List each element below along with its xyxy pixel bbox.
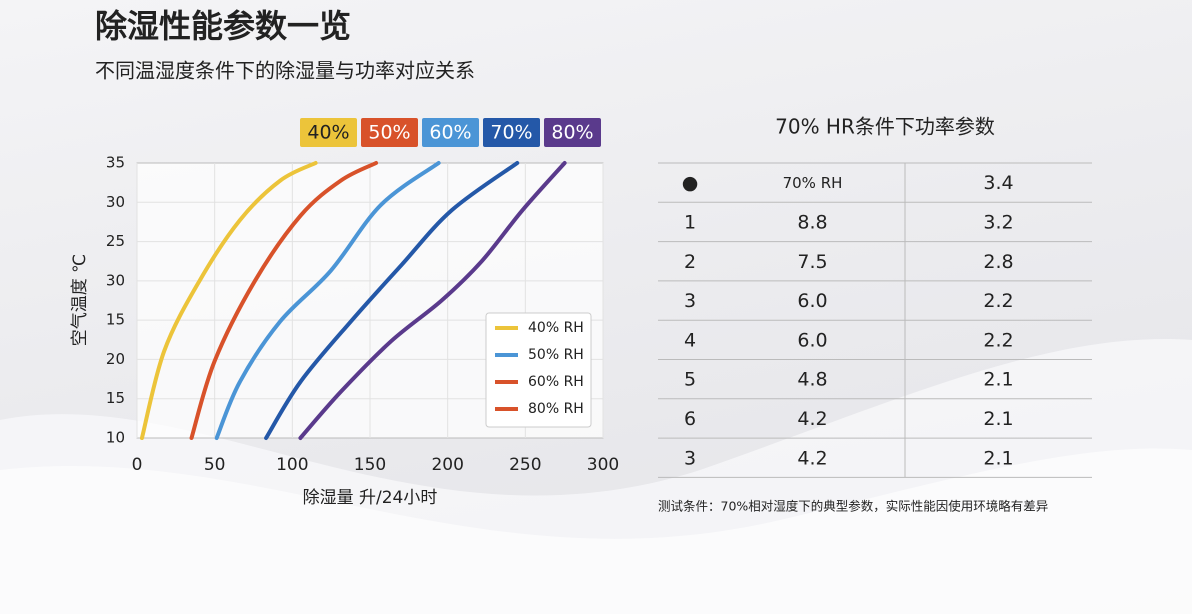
table-cell: 6.0: [797, 329, 827, 351]
table-cell: 2.2: [983, 290, 1013, 312]
legend-label: 50%: [368, 122, 410, 144]
x-tick-label: 200: [431, 455, 463, 475]
legend-badge: [483, 118, 540, 147]
table-cell: 2.1: [983, 369, 1013, 391]
table-cell: 4: [684, 329, 696, 351]
table-title: 70% HR条件下功率参数: [775, 115, 995, 139]
series-line: [214, 161, 441, 440]
x-tick-label: 0: [132, 455, 143, 475]
y-tick-label: 25: [106, 232, 125, 250]
series-line: [264, 161, 520, 440]
y-tick-label: 35: [106, 154, 125, 172]
table-cell: 5: [684, 369, 696, 391]
x-tick-label: 300: [587, 455, 619, 475]
y-axis-label: 空气温度 ℃: [70, 254, 90, 347]
table-cell: 2.1: [983, 447, 1013, 469]
subtitle: 不同温湿度条件下的除湿量与功率对应关系: [95, 59, 475, 83]
series-line: [189, 161, 379, 440]
table-cell: 2.1: [983, 408, 1013, 430]
y-tick-label: 15: [106, 311, 125, 329]
legend-label: 80%: [551, 122, 593, 144]
table-cell: 4.2: [797, 447, 827, 469]
legend-label: 50% RH: [528, 347, 584, 363]
table-cell: 2: [684, 251, 696, 273]
legend-label: 40% RH: [528, 320, 584, 336]
title: 除湿性能参数一览: [95, 7, 351, 45]
legend-label: 70%: [490, 122, 532, 144]
legend-label: 60%: [429, 122, 471, 144]
series-line: [298, 161, 567, 440]
table-cell: 3: [684, 290, 696, 312]
table-cell: 2.2: [983, 329, 1013, 351]
table-cell: ●: [682, 172, 699, 194]
legend-badge: [300, 118, 357, 147]
table-cell: 3: [684, 447, 696, 469]
legend-label: 60% RH: [528, 374, 584, 390]
y-tick-label: 30: [106, 193, 125, 211]
table-cell: 6: [684, 408, 696, 430]
table-cell: 1: [684, 211, 696, 233]
legend-badge: [422, 118, 479, 147]
x-axis-label: 除湿量 升/24小时: [303, 488, 438, 508]
x-tick-label: 50: [204, 455, 226, 475]
legend-label: 80% RH: [528, 401, 584, 417]
table-cell: 3.2: [983, 211, 1013, 233]
table-cell: 7.5: [797, 251, 827, 273]
legend-badge: [544, 118, 601, 147]
x-tick-label: 100: [276, 455, 308, 475]
legend-box: [485, 312, 592, 428]
table-cell: 6.0: [797, 290, 827, 312]
table-cell: 3.4: [983, 172, 1013, 194]
table-cell: 70% RH: [783, 174, 843, 192]
y-tick-label: 20: [106, 350, 125, 368]
y-tick-label: 10: [106, 429, 125, 447]
legend-label: 40%: [307, 122, 349, 144]
table-cell: 8.8: [797, 211, 827, 233]
table-cell: 4.8: [797, 369, 827, 391]
table-note: 测试条件：70%相对湿度下的典型参数，实际性能因使用环境略有差异: [658, 499, 1048, 514]
legend-badge: [361, 118, 418, 147]
series-line: [139, 161, 318, 440]
y-tick-label: 15: [106, 389, 125, 407]
y-tick-label: 30: [106, 271, 125, 289]
background-wave: [0, 448, 1192, 614]
table-cell: 2.8: [983, 251, 1013, 273]
table-cell: 4.2: [797, 408, 827, 430]
x-tick-label: 150: [354, 455, 386, 475]
x-tick-label: 250: [509, 455, 541, 475]
